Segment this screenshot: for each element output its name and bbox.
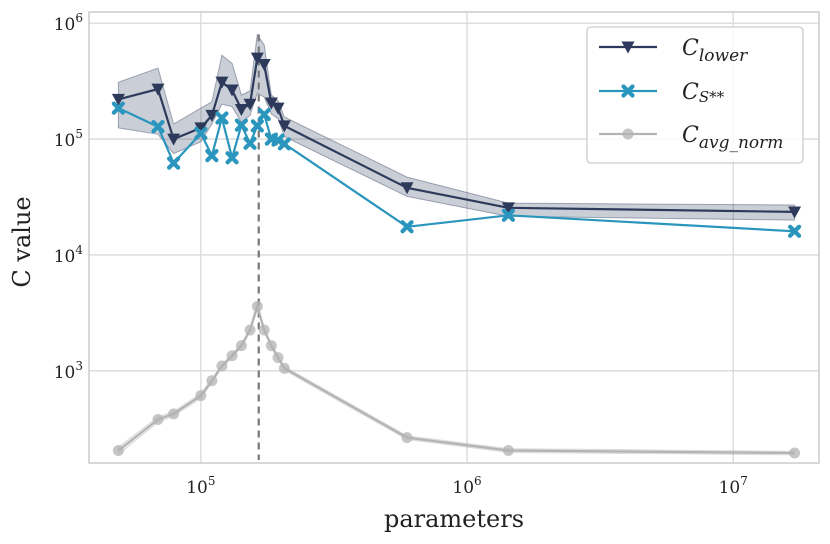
y-tick-label: 104 bbox=[54, 243, 84, 267]
x-tick-label: 105 bbox=[186, 474, 215, 498]
x-marker-stroke bbox=[151, 120, 165, 134]
data-point bbox=[205, 149, 219, 163]
legend-marker bbox=[622, 128, 634, 140]
data-point bbox=[265, 340, 277, 352]
data-point bbox=[215, 111, 229, 125]
data-point bbox=[111, 93, 125, 106]
uncertainty-band bbox=[117, 33, 796, 221]
data-point bbox=[258, 324, 270, 336]
x-marker-stroke bbox=[194, 126, 208, 140]
x-marker-stroke bbox=[257, 107, 271, 122]
data-point bbox=[244, 324, 256, 336]
data-point bbox=[215, 76, 229, 89]
data-point bbox=[235, 340, 247, 352]
y-axis-title: C value bbox=[8, 196, 36, 287]
data-point bbox=[264, 97, 278, 110]
x-tick-label: 107 bbox=[719, 474, 748, 498]
data-point bbox=[206, 375, 218, 387]
x-axis-title: parameters bbox=[384, 505, 524, 533]
legend-label: Cavg_norm bbox=[682, 123, 783, 153]
data-point bbox=[277, 137, 292, 151]
tick-labels: 105 106 107 103 104 105 106 bbox=[54, 11, 748, 498]
data-point bbox=[401, 432, 413, 444]
x-marker-stroke bbox=[111, 101, 125, 115]
data-point bbox=[167, 156, 181, 170]
legend-marker bbox=[621, 41, 635, 54]
data-point bbox=[112, 445, 124, 457]
x-marker-stroke bbox=[501, 208, 515, 222]
data-point bbox=[225, 84, 239, 97]
data-point bbox=[400, 182, 414, 195]
x-marker-stroke bbox=[225, 151, 239, 165]
series-lines bbox=[111, 52, 802, 459]
uncertainty-band bbox=[117, 300, 796, 456]
data-point bbox=[205, 109, 219, 122]
data-point bbox=[789, 447, 801, 459]
x-tick-label: 106 bbox=[452, 474, 481, 498]
legend-box bbox=[586, 26, 804, 164]
legend-label: CS** bbox=[682, 80, 725, 106]
data-point bbox=[250, 52, 264, 65]
data-point bbox=[195, 390, 207, 402]
data-point bbox=[257, 107, 271, 122]
data-point bbox=[400, 220, 414, 234]
data-point bbox=[194, 126, 208, 140]
data-point bbox=[216, 360, 228, 372]
data-point bbox=[271, 102, 285, 115]
data-point bbox=[152, 413, 164, 425]
legend-label: Clower bbox=[682, 36, 748, 66]
x-marker-stroke bbox=[787, 224, 802, 238]
data-point bbox=[226, 350, 238, 362]
data-point bbox=[167, 133, 181, 146]
data-point bbox=[257, 59, 271, 72]
data-point bbox=[194, 122, 208, 135]
data-point bbox=[277, 120, 291, 133]
data-point bbox=[251, 300, 263, 312]
data-point bbox=[225, 151, 239, 165]
data-point bbox=[272, 352, 284, 364]
data-point bbox=[501, 202, 515, 215]
data-point bbox=[787, 224, 802, 238]
data-point bbox=[278, 362, 290, 374]
data-point bbox=[250, 119, 264, 133]
series-line-avg_norm bbox=[117, 305, 795, 455]
data-point bbox=[501, 208, 515, 222]
data-point bbox=[111, 101, 125, 115]
x-marker-stroke bbox=[215, 111, 229, 125]
y-tick-label: 106 bbox=[54, 11, 83, 35]
data-point bbox=[243, 98, 257, 111]
data-point bbox=[234, 104, 248, 117]
y-tick-label: 103 bbox=[54, 359, 83, 383]
legend: Clower CS** Cavg_norm bbox=[586, 26, 804, 164]
data-point bbox=[151, 120, 165, 134]
y-tick-label: 105 bbox=[54, 127, 83, 151]
x-marker-stroke bbox=[621, 84, 635, 98]
data-point bbox=[151, 83, 165, 96]
plot-frame bbox=[88, 11, 820, 464]
x-marker-stroke bbox=[243, 136, 257, 150]
data-point bbox=[788, 206, 802, 219]
x-marker-stroke bbox=[250, 119, 264, 133]
data-point bbox=[243, 136, 257, 150]
legend-marker bbox=[621, 84, 635, 98]
data-point bbox=[168, 408, 180, 420]
data-point bbox=[234, 118, 248, 132]
data-point bbox=[502, 445, 514, 457]
x-marker-stroke bbox=[400, 220, 414, 234]
x-marker-stroke bbox=[205, 149, 219, 163]
x-marker-stroke bbox=[277, 137, 292, 151]
x-marker-stroke bbox=[167, 156, 181, 170]
x-marker-stroke bbox=[234, 118, 248, 132]
